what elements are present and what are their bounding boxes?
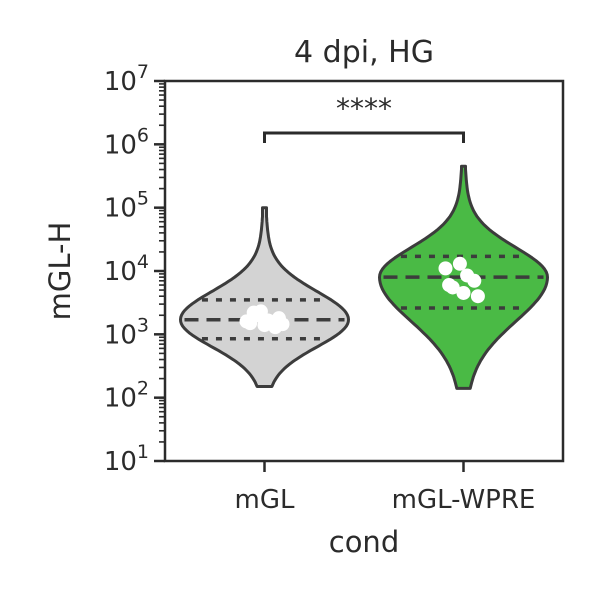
data-point [452, 256, 467, 271]
x-ticks: mGL mGL-WPRE [235, 461, 536, 515]
data-point [438, 261, 453, 276]
y-tick-label: 107 [104, 61, 149, 97]
y-tick-label: 104 [104, 251, 149, 287]
x-tick-label: mGL [235, 485, 295, 515]
data-point [470, 289, 485, 304]
y-tick-label: 102 [104, 378, 149, 414]
significance-label: **** [336, 92, 392, 125]
major-ticks: 101 102 103 104 105 106 107 [104, 61, 165, 477]
data-point [456, 285, 471, 300]
x-tick-label: mGL-WPRE [392, 485, 536, 515]
y-tick-label: 106 [104, 124, 149, 160]
data-point [460, 268, 475, 283]
violins-layer [179, 164, 549, 390]
chart-title: 4 dpi, HG [294, 35, 434, 70]
y-axis-label: mGL-H [43, 222, 77, 321]
plot-frame [163, 79, 565, 463]
data-point [261, 313, 276, 328]
violin-mGL [179, 206, 350, 388]
significance-bracket: **** [263, 92, 465, 143]
y-tick-label: 105 [104, 188, 149, 224]
data-point [445, 280, 460, 295]
y-tick-label: 101 [104, 441, 149, 477]
data-point [250, 308, 265, 323]
bracket-line [263, 131, 465, 143]
x-axis-label: cond [329, 525, 399, 559]
data-point [275, 317, 290, 332]
y-tick-label: 103 [104, 314, 149, 350]
